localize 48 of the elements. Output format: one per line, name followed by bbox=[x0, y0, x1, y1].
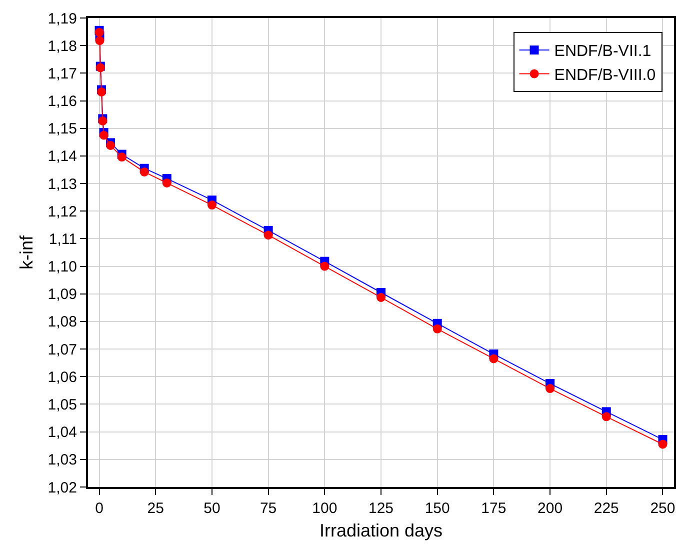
y-tick-label: 1,10 bbox=[48, 258, 77, 276]
point bbox=[546, 384, 555, 394]
y-tick-label: 1,19 bbox=[48, 10, 77, 28]
y-tick-label: 1,16 bbox=[48, 93, 77, 110]
point bbox=[207, 200, 216, 210]
point bbox=[117, 152, 126, 162]
y-tick-label: 1,13 bbox=[48, 176, 77, 193]
point bbox=[264, 230, 273, 240]
y-tick-label: 1,04 bbox=[48, 424, 77, 442]
point bbox=[320, 262, 330, 271]
x-tick-label: 175 bbox=[481, 500, 506, 517]
point bbox=[140, 167, 149, 176]
x-tick-label: 200 bbox=[538, 500, 563, 517]
y-tick-label: 1,14 bbox=[48, 148, 77, 166]
x-tick-label: 225 bbox=[594, 500, 619, 517]
y-tick-label: 1,08 bbox=[48, 314, 77, 331]
legend-label: ENDF/B-VII.1 bbox=[554, 43, 652, 60]
x-tick-label: 25 bbox=[147, 500, 164, 517]
y-tick-label: 1,18 bbox=[48, 38, 77, 55]
y-tick-label: 1,12 bbox=[48, 203, 77, 220]
x-tick-label: 250 bbox=[650, 500, 676, 517]
x-axis-title: Irradiation days bbox=[319, 520, 443, 541]
point bbox=[432, 324, 442, 334]
point bbox=[658, 440, 668, 449]
y-tick-label: 1,05 bbox=[48, 396, 77, 414]
x-tick-label: 0 bbox=[95, 500, 104, 517]
y-tick-label: 1,17 bbox=[48, 65, 77, 82]
x-tick-label: 75 bbox=[260, 500, 277, 517]
y-axis-title: k-inf bbox=[16, 234, 36, 270]
y-tick-label: 1,11 bbox=[48, 230, 77, 248]
y-tick-label: 1,09 bbox=[48, 286, 77, 304]
point bbox=[162, 178, 172, 188]
point bbox=[376, 292, 386, 302]
x-tick-label: 100 bbox=[312, 500, 338, 517]
y-tick-label: 1,06 bbox=[48, 368, 77, 386]
point bbox=[489, 354, 498, 364]
y-tick-label: 1,02 bbox=[48, 479, 77, 496]
legend-label: ENDF/B-VIII.0 bbox=[554, 67, 656, 84]
point bbox=[602, 412, 611, 422]
x-tick-label: 125 bbox=[368, 500, 394, 517]
x-tick-label: 150 bbox=[424, 500, 450, 517]
y-tick-label: 1,15 bbox=[48, 120, 77, 138]
x-tick-label: 50 bbox=[204, 500, 220, 517]
y-tick-label: 1,07 bbox=[48, 341, 77, 358]
point bbox=[95, 36, 104, 46]
point bbox=[106, 140, 116, 150]
y-tick-label: 1,03 bbox=[48, 452, 77, 469]
point bbox=[99, 130, 108, 140]
